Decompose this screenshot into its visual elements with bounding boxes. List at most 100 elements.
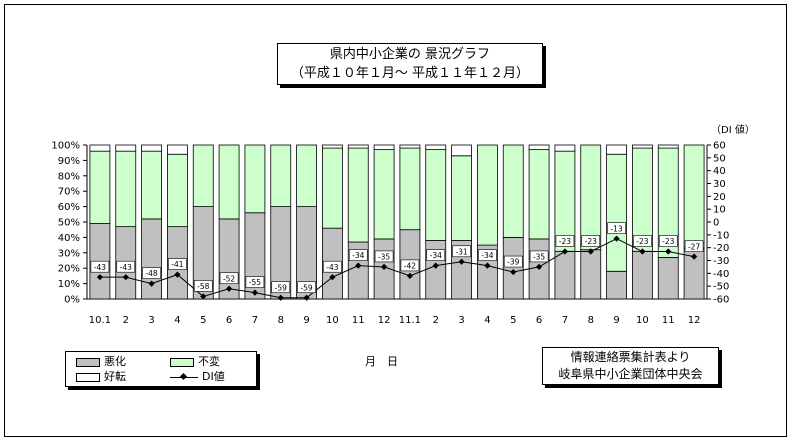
di-label-box <box>529 250 549 263</box>
right-axis-title: （DI 値） <box>711 123 755 136</box>
di-data-label: -13 <box>610 224 622 233</box>
left-tick-label: 0% <box>64 295 80 306</box>
x-tick-label: 9 <box>303 315 309 326</box>
right-tick-label: -30 <box>713 256 729 267</box>
bar-better <box>425 144 447 151</box>
bar-better <box>657 144 679 149</box>
di-data-label: -48 <box>145 269 157 278</box>
di-point <box>432 262 439 269</box>
di-label-box <box>193 280 213 292</box>
bar-better <box>322 144 343 149</box>
legend: 悪化 不変 好転 DI値 <box>65 351 257 387</box>
chart-canvas: 0% 10% 20% 30% 40% 50% 60% 70% 80% 90% 100% -60 -50 -… <box>51 123 755 326</box>
x-tick-label: 4 <box>484 315 490 326</box>
di-label-box <box>555 235 575 247</box>
di-data-label: -39 <box>507 258 519 267</box>
source-box: 情報連絡票集計表より 岐阜県中小企業団体中央会 <box>542 347 719 385</box>
legend-swatch-same <box>170 357 194 367</box>
legend-label-same: 不変 <box>198 355 220 368</box>
bar-same <box>167 153 188 228</box>
x-tick-label: 9 <box>613 315 619 326</box>
di-label-box <box>658 235 678 247</box>
left-tick-label: 30% <box>58 248 80 259</box>
di-data-label: -59 <box>300 283 312 292</box>
x-tick-label: 5 <box>510 315 516 326</box>
right-tick-label: -50 <box>713 282 729 293</box>
di-label-box <box>607 222 626 234</box>
bar-same <box>580 144 602 251</box>
x-tick-label: 12 <box>688 315 701 326</box>
di-label-box <box>168 258 187 270</box>
di-data-label: -58 <box>197 282 209 291</box>
left-tick-label: 50% <box>58 218 80 229</box>
bar-better <box>554 144 576 152</box>
bar-same <box>528 149 550 240</box>
bar-same <box>192 144 214 207</box>
di-point <box>380 263 388 271</box>
x-tick-label: 6 <box>226 315 232 326</box>
right-tick-label: -60 <box>713 295 729 306</box>
di-point <box>535 263 543 271</box>
di-data-label: -23 <box>662 237 674 246</box>
di-point <box>277 294 284 301</box>
legend-label-di: DI値 <box>202 370 225 383</box>
left-tick-label: 70% <box>58 187 80 198</box>
bar-same <box>683 144 705 249</box>
x-tick-label: 5 <box>200 315 206 326</box>
di-data-label: -55 <box>249 278 261 287</box>
di-label-box <box>142 267 161 279</box>
x-tick-label: 8 <box>588 315 594 326</box>
x-tick-label: 8 <box>278 315 284 326</box>
bar-worse <box>554 250 576 300</box>
di-data-label: -43 <box>94 263 106 272</box>
bar-worse <box>580 249 602 300</box>
bar-same <box>347 147 369 243</box>
bar-better <box>89 144 111 152</box>
x-tick-label: 11.1 <box>399 315 421 326</box>
bar-better <box>141 144 162 152</box>
bar-worse <box>141 218 162 300</box>
legend-line-di <box>170 373 198 382</box>
chart-title-box: 県内中小企業の 景況グラフ （平成１０年１月～ 平成１１年１２月） <box>277 43 543 85</box>
di-point <box>355 262 362 269</box>
x-tick-label: 11 <box>662 315 675 326</box>
di-label-box <box>452 245 471 258</box>
chart-subtitle: （平成１０年１月～ 平成１１年１２月） <box>290 66 530 81</box>
x-tick-label: 2 <box>123 315 129 326</box>
di-label-box <box>271 281 291 294</box>
x-tick-label: 7 <box>252 315 258 326</box>
di-data-label: -23 <box>585 237 597 246</box>
di-label-box <box>297 281 316 294</box>
x-tick-label: 7 <box>562 315 568 326</box>
bar-better <box>115 144 137 152</box>
di-label-box <box>245 276 265 288</box>
di-label-box <box>684 240 704 252</box>
di-point <box>510 268 517 276</box>
di-data-label: -23 <box>636 237 648 246</box>
di-label-box <box>90 260 110 273</box>
di-data-label: -42 <box>404 262 416 271</box>
source-line-1: 情報連絡票集計表より <box>570 350 691 364</box>
x-tick-label: 4 <box>174 315 180 326</box>
di-label-box <box>400 259 420 272</box>
bar-worse <box>502 236 524 300</box>
right-tick-label: -20 <box>713 243 729 254</box>
bar-worse <box>632 250 653 300</box>
bar-same <box>218 144 240 220</box>
bar-same <box>270 144 292 207</box>
legend-item-worse: 悪化 <box>76 355 126 369</box>
di-data-label: -43 <box>326 263 338 272</box>
legend-item-same: 不変 <box>170 355 220 369</box>
x-tick-label: 3 <box>458 315 464 326</box>
di-data-label: -27 <box>688 242 700 251</box>
x-tick-label: 11 <box>352 315 365 326</box>
di-label-box <box>348 249 368 261</box>
source-line-2: 岐阜県中小企業団体中央会 <box>558 367 703 381</box>
di-point <box>329 274 336 281</box>
di-data-label: -35 <box>378 253 390 262</box>
bar-same <box>322 147 343 229</box>
di-data-label: -41 <box>171 260 183 269</box>
left-tick-label: 20% <box>58 264 80 275</box>
bar-same <box>606 153 627 272</box>
bar-better <box>606 144 627 155</box>
